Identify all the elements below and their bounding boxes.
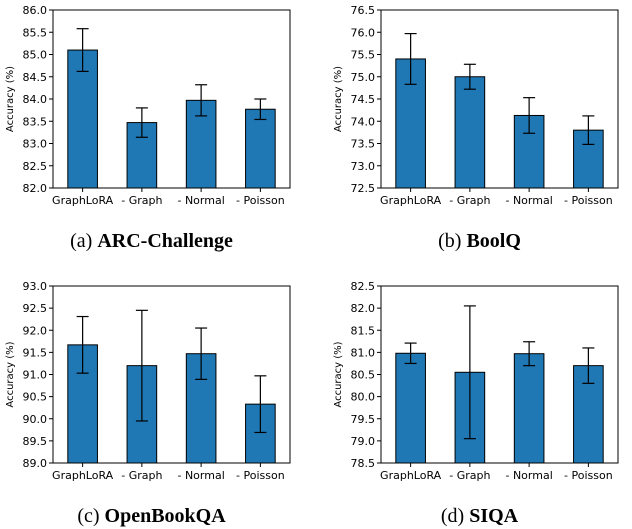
y-tick-label: 81.5 (351, 324, 376, 337)
x-tick-label: - Graph (121, 469, 162, 482)
y-tick-label: 85.0 (23, 49, 48, 62)
y-tick-label: 85.5 (23, 26, 48, 39)
y-tick-label: 91.5 (23, 346, 48, 359)
y-axis-label: Accuracy (%) (5, 341, 16, 407)
y-tick-label: 89.5 (23, 435, 48, 448)
x-tick-label: - Normal (177, 194, 224, 207)
y-tick-label: 82.0 (23, 182, 48, 195)
y-tick-label: 93.0 (23, 280, 48, 293)
y-tick-label: 74.5 (351, 93, 376, 106)
y-tick-label: 80.5 (351, 369, 376, 382)
x-tick-label: - Poisson (236, 469, 285, 482)
y-tick-label: 92.0 (23, 324, 48, 337)
x-tick-label: GraphLoRA (52, 469, 114, 482)
x-tick-label: - Poisson (236, 194, 285, 207)
y-axis-label: Accuracy (%) (333, 341, 344, 407)
y-tick-label: 82.0 (351, 302, 376, 315)
panel-caption: (c) OpenBookQA (77, 505, 226, 527)
chart-panel-1: 82.0 82.5 83.0 83.5 84.0 84.5 85.0 85.5 86.0 Grap… (5, 4, 290, 252)
x-tick-label: - Normal (505, 194, 552, 207)
bar-1 (396, 353, 426, 463)
y-tick-label: 84.5 (23, 71, 48, 84)
x-tick-label: - Normal (505, 469, 552, 482)
x-tick-label: - Graph (449, 469, 490, 482)
y-tick-label: 80.0 (351, 391, 376, 404)
caption-title: SIQA (469, 505, 518, 527)
x-tick-label: - Graph (121, 194, 162, 207)
caption-title: ARC-Challenge (97, 230, 233, 252)
y-tick-label: 73.0 (351, 160, 376, 173)
y-tick-label: 81.0 (351, 346, 376, 359)
y-axis-label: Accuracy (%) (5, 66, 16, 132)
x-tick-label: - Normal (177, 469, 224, 482)
y-tick-label: 79.5 (351, 413, 376, 426)
bar-2 (455, 77, 485, 188)
x-tick-label: - Graph (449, 194, 490, 207)
x-tick-label: GraphLoRA (52, 194, 114, 207)
y-tick-label: 83.5 (23, 115, 48, 128)
y-tick-label: 92.5 (23, 302, 48, 315)
bar-4 (246, 109, 276, 188)
y-tick-label: 83.0 (23, 138, 48, 151)
y-tick-label: 74.0 (351, 115, 376, 128)
y-tick-label: 82.5 (23, 160, 48, 173)
chart-panel-2: 72.5 73.0 73.5 74.0 74.5 75.0 75.5 76.0 76.5 Grap… (333, 4, 618, 252)
x-tick-label: - Poisson (564, 194, 613, 207)
panel-caption: (d) SIQA (441, 505, 519, 527)
chart-panel-3: 89.0 89.5 90.0 90.5 91.0 91.5 92.0 92.5 93.0 Grap… (5, 280, 290, 527)
y-tick-label: 90.5 (23, 391, 48, 404)
panel-caption: (a) ARC-Challenge (70, 230, 233, 252)
y-tick-label: 76.5 (351, 4, 376, 17)
y-tick-label: 84.0 (23, 93, 48, 106)
y-tick-label: 90.0 (23, 413, 48, 426)
y-tick-label: 72.5 (351, 182, 376, 195)
y-tick-label: 82.5 (351, 280, 376, 293)
y-tick-label: 79.0 (351, 435, 376, 448)
y-tick-label: 78.5 (351, 457, 376, 470)
caption-title: BoolQ (466, 230, 520, 252)
y-tick-label: 76.0 (351, 26, 376, 39)
chart-panel-4: 78.5 79.0 79.5 80.0 80.5 81.0 81.5 82.0 82.5 Grap… (333, 280, 618, 527)
y-tick-label: 73.5 (351, 138, 376, 151)
x-tick-label: GraphLoRA (380, 194, 442, 207)
panel-caption: (b) BoolQ (438, 230, 521, 252)
bar-3 (514, 354, 544, 463)
caption-prefix: (d) (441, 505, 469, 527)
caption-prefix: (b) (438, 230, 466, 252)
y-tick-label: 91.0 (23, 369, 48, 382)
y-axis-label: Accuracy (%) (333, 66, 344, 132)
y-tick-label: 89.0 (23, 457, 48, 470)
y-tick-label: 75.0 (351, 71, 376, 84)
x-tick-label: GraphLoRA (380, 469, 442, 482)
y-tick-label: 75.5 (351, 49, 376, 62)
x-tick-label: - Poisson (564, 469, 613, 482)
y-tick-label: 86.0 (23, 4, 48, 17)
caption-prefix: (c) (77, 505, 104, 527)
caption-title: OpenBookQA (105, 505, 227, 527)
caption-prefix: (a) (70, 230, 97, 252)
